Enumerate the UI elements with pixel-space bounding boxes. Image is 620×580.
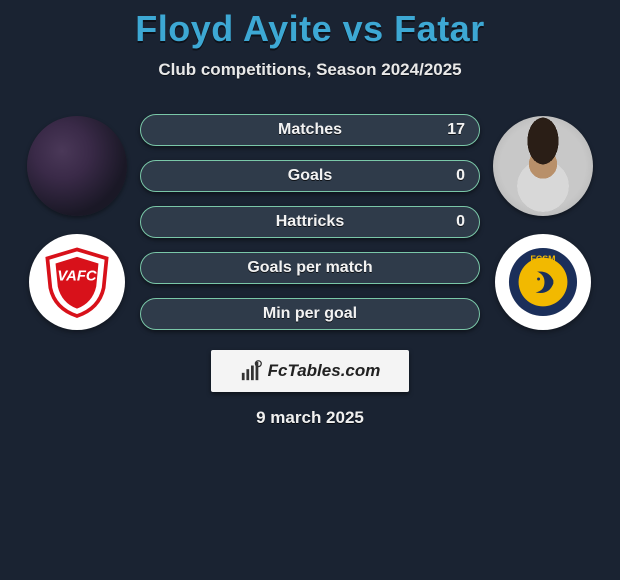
stat-value-right: 0	[456, 213, 465, 231]
chart-icon	[240, 360, 262, 382]
fctables-logo: FcTables.com	[211, 350, 409, 392]
subtitle: Club competitions, Season 2024/2025	[0, 60, 620, 80]
stat-value-right: 0	[456, 167, 465, 185]
main-row: VAFC Matches 17 Goals 0 Hattricks 0 Goal…	[0, 108, 620, 330]
stat-label: Goals	[288, 167, 332, 185]
stat-label: Matches	[278, 121, 342, 139]
stat-label: Goals per match	[247, 259, 372, 277]
right-player-avatar	[493, 116, 593, 216]
stat-row-hattricks: Hattricks 0	[140, 206, 480, 238]
stat-label: Hattricks	[276, 213, 344, 231]
comparison-card: Floyd Ayite vs Fatar Club competitions, …	[0, 0, 620, 428]
left-club-badge: VAFC	[29, 234, 125, 330]
date-text: 9 march 2025	[256, 408, 364, 428]
stats-column: Matches 17 Goals 0 Hattricks 0 Goals per…	[140, 108, 480, 330]
stat-label: Min per goal	[263, 305, 357, 323]
left-player-column: VAFC	[22, 108, 132, 330]
stat-row-min-per-goal: Min per goal	[140, 298, 480, 330]
stat-row-matches: Matches 17	[140, 114, 480, 146]
right-player-column: FCSM	[488, 108, 598, 330]
right-club-badge: FCSM	[495, 234, 591, 330]
page-title: Floyd Ayite vs Fatar	[0, 8, 620, 50]
logo-text: FcTables.com	[268, 361, 381, 381]
vafc-crest-icon: VAFC	[40, 245, 114, 319]
stat-value-right: 17	[447, 121, 465, 139]
left-player-avatar	[27, 116, 127, 216]
fcsm-crest-icon: FCSM	[506, 245, 580, 319]
stat-row-goals: Goals 0	[140, 160, 480, 192]
fcsm-text: FCSM	[530, 254, 555, 264]
vafc-text: VAFC	[57, 269, 96, 285]
stat-row-goals-per-match: Goals per match	[140, 252, 480, 284]
footer: FcTables.com 9 march 2025	[0, 350, 620, 428]
